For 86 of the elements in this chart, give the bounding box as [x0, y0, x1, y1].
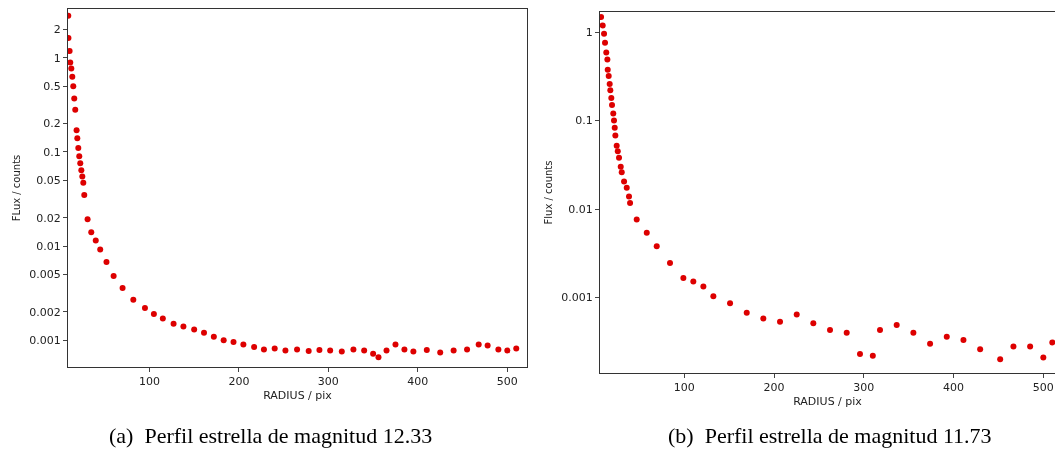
text: (b) Perfil estrella de magnitud 11.73	[668, 423, 992, 448]
x-axis-title: RADIUS / pix	[793, 395, 863, 409]
x-tick-label: 500	[1032, 381, 1054, 395]
point	[605, 72, 612, 79]
point	[810, 320, 817, 327]
point	[1040, 354, 1047, 361]
y-tick-label: 0.01	[36, 239, 61, 253]
point	[700, 283, 707, 290]
point	[623, 184, 630, 191]
point	[609, 102, 616, 109]
y-tick-label: 1	[53, 51, 61, 65]
x-tick-label: 100	[138, 375, 160, 389]
point	[618, 169, 625, 176]
point	[621, 178, 628, 185]
point	[600, 14, 605, 21]
point	[604, 56, 611, 63]
x-tick-label: 300	[853, 381, 875, 395]
y-axis-title: Flux / counts	[543, 160, 555, 225]
x-axis-title: RADIUS / pix	[263, 389, 333, 403]
x-tick-label: 200	[228, 375, 250, 389]
y-tick-label: 0.001	[561, 291, 593, 305]
point	[611, 117, 617, 124]
point	[613, 142, 620, 149]
y-tick-label: 0.01	[568, 202, 593, 216]
point	[602, 39, 609, 46]
point	[604, 66, 611, 73]
point	[653, 243, 660, 250]
y-tick-label: 2	[53, 23, 61, 37]
y-tick-label: 0.005	[29, 268, 61, 282]
point	[607, 87, 614, 94]
x-tick-label: 500	[496, 375, 518, 389]
point	[601, 30, 608, 37]
point	[690, 278, 697, 285]
point	[1027, 343, 1034, 350]
point	[727, 300, 734, 307]
x-tick-label: 300	[317, 375, 339, 389]
point	[760, 315, 767, 322]
point	[910, 329, 917, 336]
x-tick-label: 400	[407, 375, 429, 389]
point	[611, 124, 618, 131]
y-tick-label: 0.5	[43, 80, 61, 94]
point	[606, 80, 613, 87]
y-tick-label: 1	[585, 26, 593, 39]
point	[893, 321, 900, 328]
point	[1049, 339, 1055, 346]
point	[710, 293, 717, 300]
point	[680, 275, 687, 282]
point	[960, 337, 967, 344]
point	[943, 333, 950, 340]
point	[877, 326, 883, 333]
point	[927, 340, 934, 347]
point	[827, 326, 834, 333]
y-tick-label: 0.2	[43, 117, 61, 131]
text: (a) Perfil estrella de magnitud 12.33	[109, 423, 433, 448]
x-tick-label: 200	[763, 381, 785, 395]
point	[977, 346, 984, 353]
y-tick-label: 0.1	[43, 145, 61, 159]
point	[603, 49, 610, 56]
point	[793, 311, 800, 318]
point	[1010, 343, 1017, 350]
point	[997, 356, 1004, 363]
point	[627, 200, 634, 207]
point	[777, 318, 784, 325]
point	[616, 154, 623, 161]
point	[633, 216, 640, 223]
x-tick-label: 400	[943, 381, 965, 395]
y-tick-label: 0.001	[29, 334, 61, 348]
point	[610, 110, 617, 117]
point	[614, 148, 621, 155]
point	[667, 260, 673, 267]
point	[617, 163, 624, 170]
y-tick-label: 0.002	[29, 305, 61, 319]
point	[869, 352, 876, 359]
point	[608, 95, 615, 102]
point	[625, 193, 632, 200]
point	[600, 22, 606, 29]
y-axis-title: FLux / counts	[11, 154, 23, 222]
point	[843, 329, 850, 336]
x-tick-label: 100	[673, 381, 695, 395]
y-tick-label: 0.02	[36, 211, 61, 225]
point	[643, 229, 650, 236]
point	[856, 350, 863, 357]
y-tick-label: 0.1	[575, 114, 593, 128]
point	[743, 309, 750, 316]
y-tick-label: 0.05	[36, 174, 61, 188]
point	[612, 132, 619, 139]
